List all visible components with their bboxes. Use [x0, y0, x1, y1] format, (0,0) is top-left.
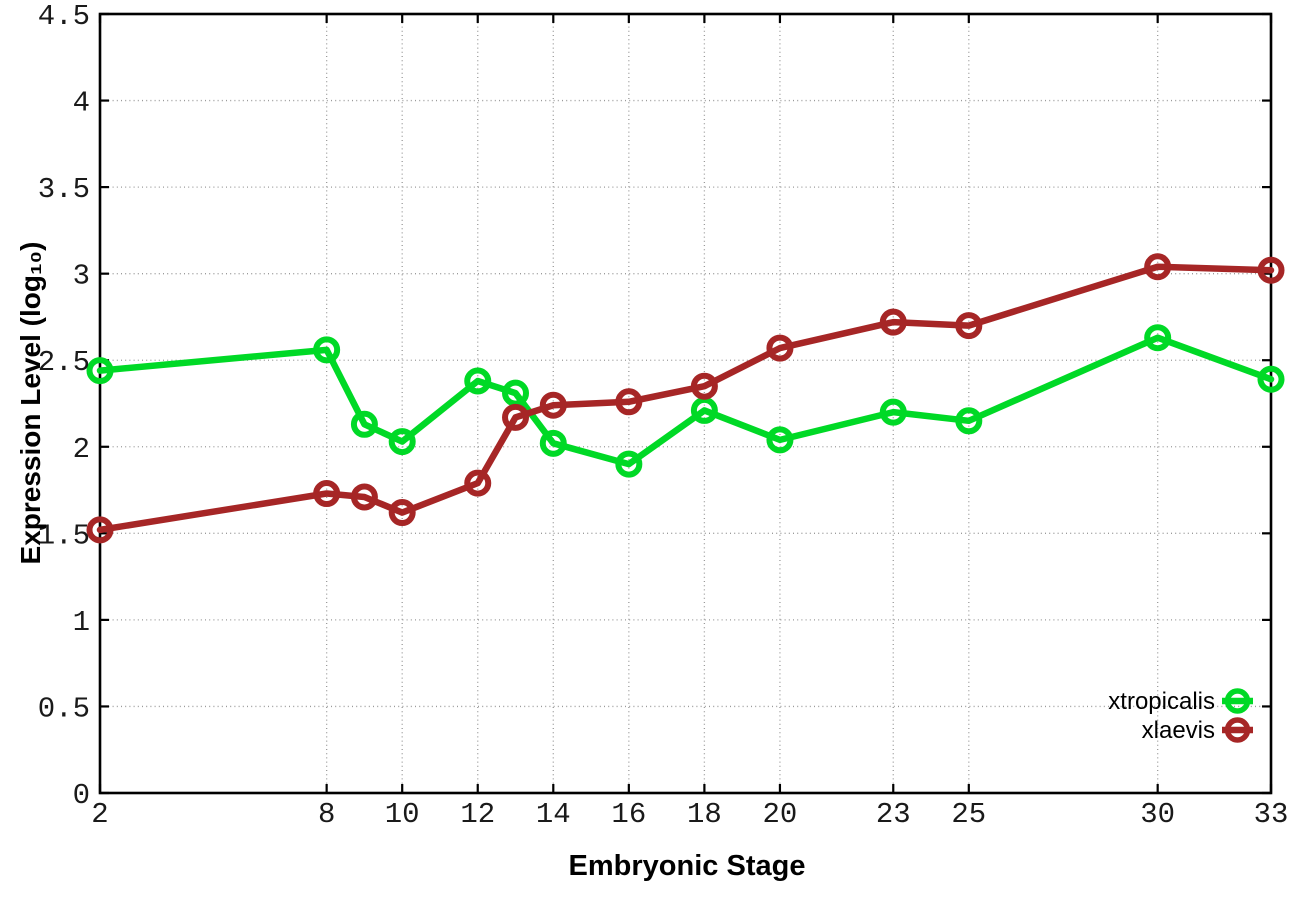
x-tick-label: 33: [1254, 798, 1289, 831]
y-axis-title: Expression Level (log₁₀): [15, 242, 46, 565]
data-point-xlaevis: [615, 388, 643, 416]
data-point-xlaevis: [955, 312, 983, 340]
data-point-xlaevis: [690, 372, 718, 400]
plot-border: [98, 12, 1273, 795]
x-axis-title: Embryonic Stage: [569, 850, 806, 882]
x-tick-label: 12: [460, 798, 495, 831]
data-point-xlaevis: [1144, 253, 1172, 281]
data-point-xtropicalis: [388, 428, 416, 456]
tick-labels: 2 8 10 12 14 16 18 20 23 25 30 33 0 0.5 1 1.5 2 2.5 3 3.5 4 4…: [38, 0, 1289, 831]
x-tick-label: 25: [951, 798, 986, 831]
y-tick-label: 2: [73, 433, 90, 466]
data-point-xtropicalis: [1257, 365, 1285, 393]
data-point-xlaevis: [502, 403, 530, 431]
y-tick-label: 1.5: [38, 519, 90, 552]
legend-label-xlaevis: xlaevis: [1142, 717, 1215, 744]
y-tick-label: 4.5: [38, 0, 90, 33]
data-point-xtropicalis: [955, 407, 983, 435]
data-point-xtropicalis: [1144, 324, 1172, 352]
series-line-xlaevis: [96, 263, 1275, 534]
data-series: [86, 253, 1285, 544]
series-line-xtropicalis: [96, 334, 1275, 468]
x-tick-label: 30: [1140, 798, 1175, 831]
data-point-xtropicalis: [313, 336, 341, 364]
x-tick-label: 16: [611, 798, 646, 831]
x-tick-label: 14: [536, 798, 571, 831]
data-point-xtropicalis: [464, 367, 492, 395]
data-point-xlaevis: [350, 483, 378, 511]
data-point-xtropicalis: [502, 379, 530, 407]
data-point-xlaevis: [464, 469, 492, 497]
plot-box: [98, 12, 1273, 795]
data-point-xtropicalis: [879, 398, 907, 426]
data-point-xtropicalis: [766, 426, 794, 454]
data-point-xlaevis: [539, 391, 567, 419]
gridlines: [100, 14, 1271, 793]
data-point-xlaevis: [1257, 256, 1285, 284]
y-tick-label: 0.5: [38, 692, 90, 725]
data-point-xlaevis: [879, 308, 907, 336]
legend-marker: [1224, 688, 1251, 714]
data-point-xlaevis: [766, 334, 794, 362]
data-point-xlaevis: [388, 499, 416, 527]
y-tick-label: 2.5: [38, 346, 90, 379]
data-point-xtropicalis: [615, 450, 643, 478]
y-tick-label: 1: [73, 606, 90, 639]
data-point-xtropicalis: [690, 396, 718, 424]
data-point-xtropicalis: [539, 429, 567, 457]
y-tick-label: 0: [73, 779, 90, 812]
legend-marker: [1224, 717, 1251, 743]
x-tick-label: 23: [876, 798, 911, 831]
data-point-xlaevis: [313, 480, 341, 508]
x-tick-label: 18: [687, 798, 722, 831]
legend-label-xtropicalis: xtropicalis: [1108, 688, 1215, 715]
x-tick-label: 8: [318, 798, 335, 831]
x-tick-label: 20: [763, 798, 798, 831]
data-point-xtropicalis: [86, 357, 114, 385]
x-tick-label: 2: [91, 798, 108, 831]
y-tick-label: 4: [73, 87, 90, 120]
data-point-xtropicalis: [350, 410, 378, 438]
x-tick-label: 10: [385, 798, 420, 831]
y-tick-label: 3: [73, 260, 90, 293]
data-point-xlaevis: [86, 516, 114, 544]
y-tick-label: 3.5: [38, 173, 90, 206]
